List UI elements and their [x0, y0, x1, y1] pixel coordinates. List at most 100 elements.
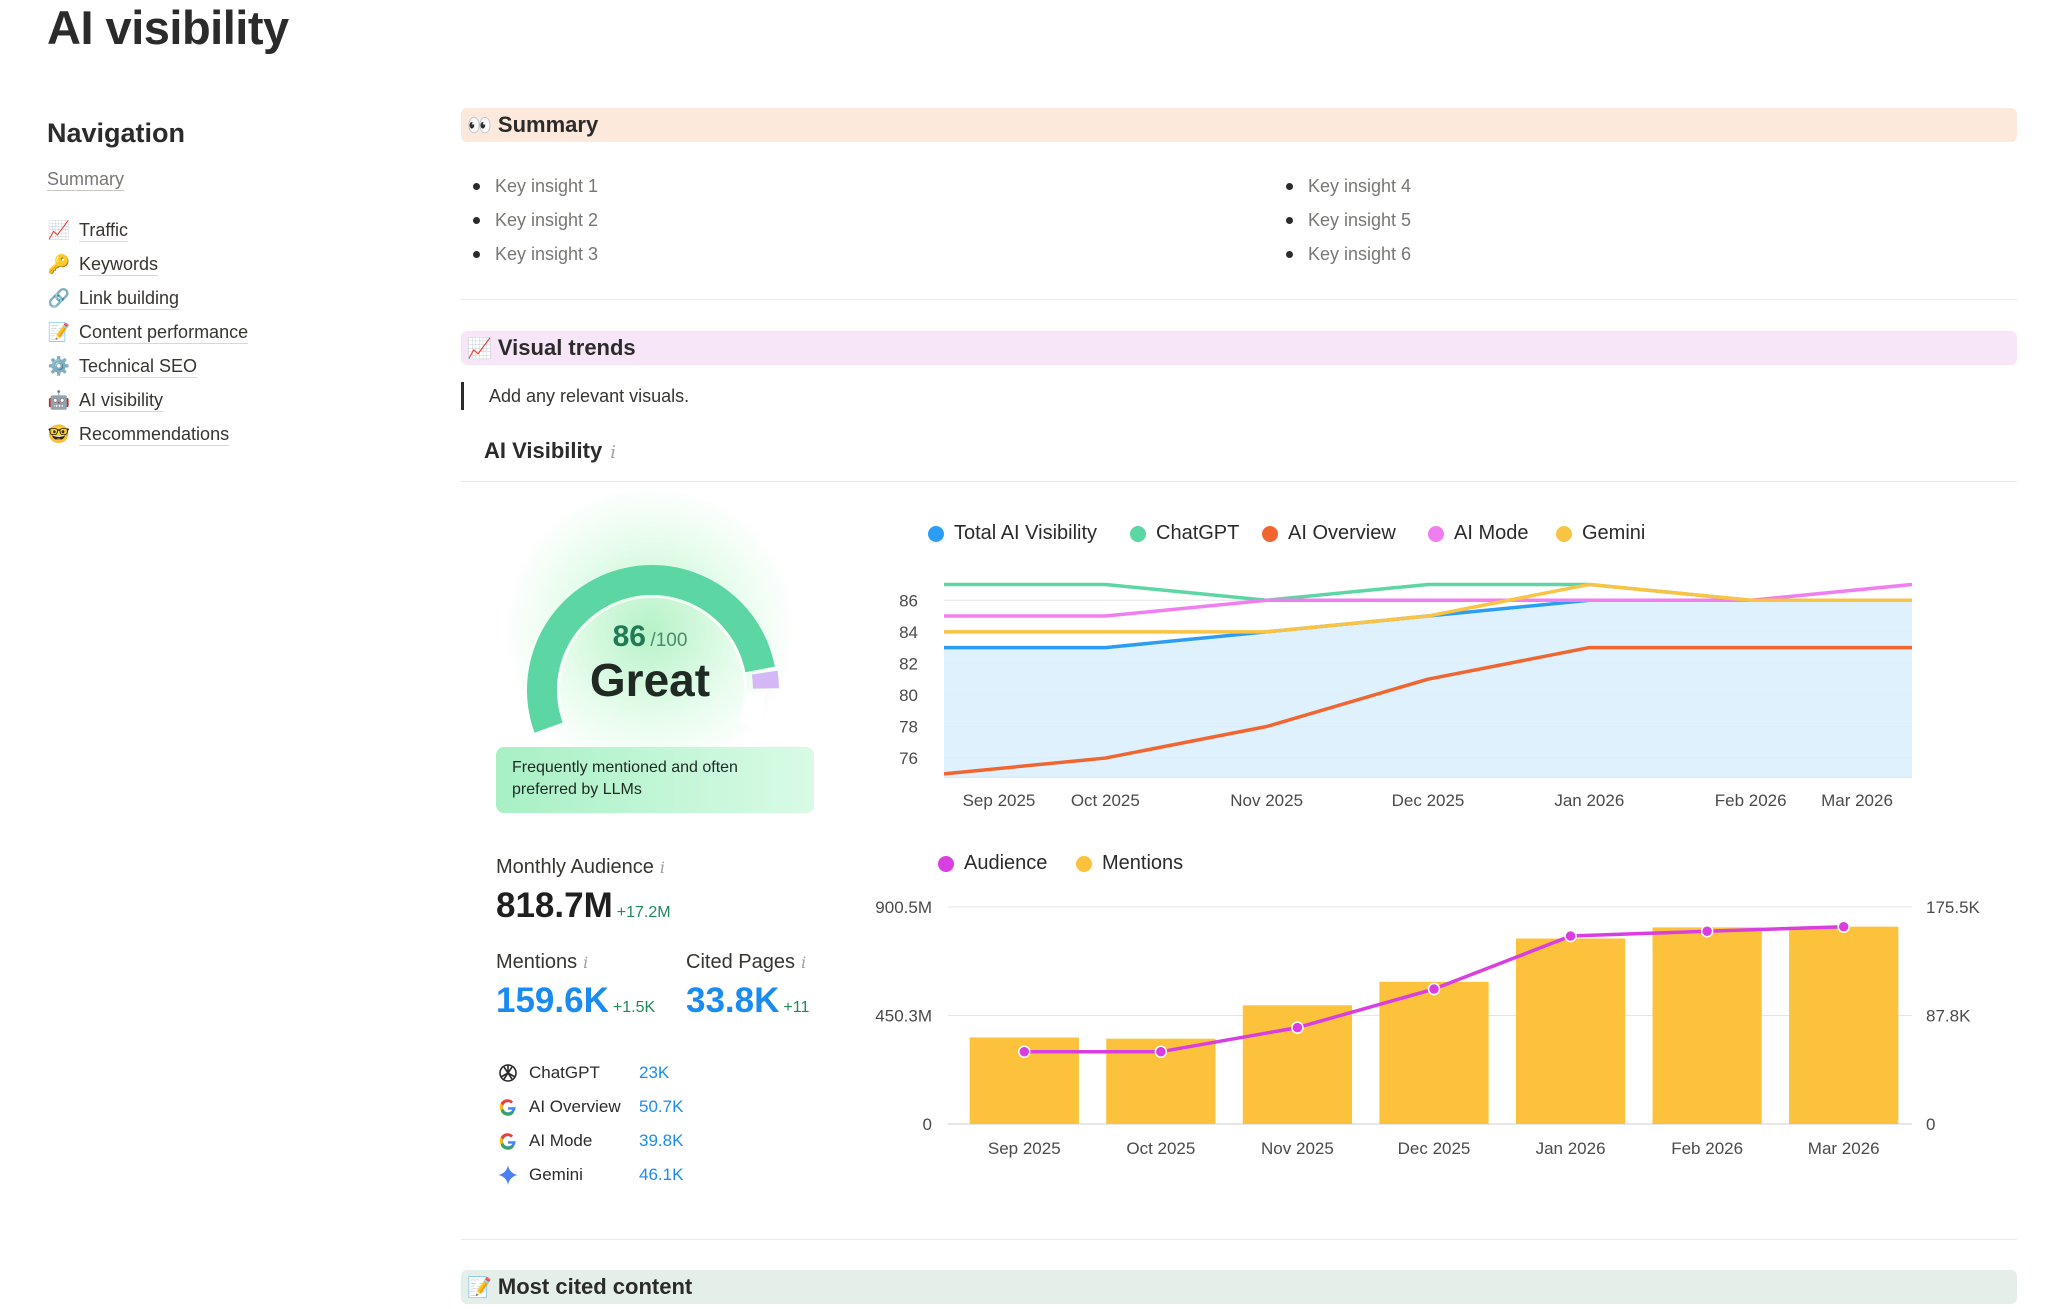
audience-point[interactable]: [1018, 1045, 1031, 1058]
mentions-value: 159.6K +1.5K: [496, 981, 655, 1021]
info-icon[interactable]: i: [583, 953, 589, 972]
score-value: 86: [612, 620, 646, 653]
page-title: AI visibility: [47, 1, 289, 54]
cited-pages-value: 33.8K +11: [686, 981, 809, 1021]
info-icon[interactable]: i: [659, 858, 666, 877]
nav-item-technical-seo[interactable]: ⚙️ Technical SEO: [47, 349, 377, 383]
audience-line[interactable]: [1024, 924, 1844, 1054]
nav-item-label: Technical SEO: [79, 355, 198, 378]
y-tick-label: 82: [899, 654, 918, 673]
legend-item-gemini[interactable]: Gemini: [1556, 522, 1645, 545]
legend-item-ai-overview[interactable]: AI Overview: [1262, 522, 1396, 545]
mentions-bar[interactable]: [1652, 927, 1762, 1124]
x-tick-label: Mar 2026: [1821, 791, 1893, 810]
monthly-audience-label-text: Monthly Audience: [496, 856, 654, 878]
cited-pages-number: 33.8K: [686, 981, 780, 1020]
nav-link-summary[interactable]: Summary: [47, 169, 125, 191]
mentions-bar[interactable]: [969, 1037, 1079, 1124]
legend-item-total[interactable]: Total AI Visibility: [928, 522, 1097, 545]
y-tick-label: 78: [899, 718, 918, 737]
series-line-total[interactable]: [944, 598, 1912, 650]
legend-swatch: [1556, 525, 1572, 542]
trends-note-quote: Add any relevant visuals.: [461, 382, 689, 410]
mentions-bar[interactable]: [1242, 1005, 1353, 1124]
legend-label: Mentions: [1102, 852, 1184, 874]
y-tick-label: 76: [899, 749, 918, 768]
left-axis-tick-label: 900.5M: [875, 898, 932, 917]
mentions-label: Mentions i: [496, 951, 588, 974]
monthly-audience-delta: +17.2M: [616, 904, 671, 921]
ai-visibility-widget-title: AI Visibility i: [484, 438, 616, 464]
gauge-arc: [527, 565, 779, 733]
widget-title-text: AI Visibility: [484, 438, 603, 463]
x-tick-label: Nov 2025: [1261, 1139, 1334, 1158]
series-line-gemini[interactable]: [944, 582, 1912, 634]
eyes-icon: 👀: [467, 114, 492, 137]
memo-icon: 📝: [47, 321, 71, 342]
list-item: Key insight 3: [461, 240, 598, 274]
engine-value: 39.8K: [639, 1131, 684, 1150]
x-tick-label: Sep 2025: [988, 1139, 1061, 1158]
right-axis-tick-label: 87.8K: [1926, 1007, 1971, 1026]
monthly-audience-label: Monthly Audience i: [496, 856, 665, 879]
info-icon[interactable]: i: [610, 442, 616, 463]
engine-row-ai-mode[interactable]: AI Mode 39.8K: [496, 1124, 683, 1158]
audience-point[interactable]: [1837, 920, 1850, 933]
visibility-score-gauge: 86 /100 Great Frequently mentioned and o…: [490, 490, 830, 813]
audience-point[interactable]: [1154, 1045, 1168, 1058]
legend-swatch: [1428, 525, 1444, 542]
chatgpt-icon: [496, 1061, 520, 1085]
link-icon: 🔗: [47, 287, 71, 308]
legend-item-ai-mode[interactable]: AI Mode: [1428, 522, 1528, 545]
legend-swatch: [938, 855, 954, 872]
summary-section-title: Summary: [497, 112, 599, 137]
x-tick-label: Oct 2025: [1071, 791, 1140, 810]
memo-icon: 📝: [467, 1276, 492, 1299]
key-icon: 🔑: [47, 253, 71, 274]
divider: [461, 481, 2017, 482]
mentions-bar[interactable]: [1379, 981, 1489, 1124]
y-tick-label: 80: [899, 686, 918, 705]
audience-point[interactable]: [1564, 929, 1577, 943]
legend-item-chatgpt[interactable]: ChatGPT: [1130, 522, 1239, 545]
series-line-ai-overview[interactable]: [943, 645, 1912, 776]
monthly-audience-number: 818.7M: [496, 886, 613, 925]
engine-row-chatgpt[interactable]: ChatGPT 23K: [496, 1056, 683, 1090]
engine-row-ai-overview[interactable]: AI Overview 50.7K: [496, 1090, 683, 1124]
legend-item-audience[interactable]: Audience: [938, 852, 1047, 875]
legend-label: ChatGPT: [1156, 522, 1240, 544]
audience-point[interactable]: [1291, 1021, 1304, 1034]
engine-row-gemini[interactable]: Gemini 46.1K: [496, 1158, 683, 1192]
insights-list-left: Key insight 1 Key insight 2 Key insight …: [461, 172, 598, 274]
x-tick-label: Feb 2026: [1671, 1139, 1743, 1158]
audience-point[interactable]: [1427, 982, 1441, 996]
nav-item-ai-visibility[interactable]: 🤖 AI visibility: [47, 383, 377, 417]
nerd-face-icon: 🤓: [47, 423, 71, 444]
x-tick-label: Dec 2025: [1392, 791, 1465, 810]
score-grade: Great: [589, 654, 711, 706]
nav-item-link-building[interactable]: 🔗 Link building: [47, 281, 377, 315]
legend-item-mentions[interactable]: Mentions: [1076, 852, 1183, 875]
mentions-bar[interactable]: [1789, 926, 1899, 1124]
audience-point[interactable]: [1700, 924, 1714, 938]
nav-item-keywords[interactable]: 🔑 Keywords: [47, 247, 377, 281]
cited-pages-delta: +11: [783, 999, 810, 1016]
gauge-marker: [751, 670, 779, 689]
gauge-filled-arc: [527, 565, 775, 733]
nav-item-content-performance[interactable]: 📝 Content performance: [47, 315, 377, 349]
nav-item-traffic[interactable]: 📈 Traffic: [47, 213, 377, 247]
series-line-chatgpt[interactable]: [944, 582, 1912, 602]
chart-increasing-icon: 📈: [47, 219, 71, 240]
info-icon[interactable]: i: [800, 953, 807, 972]
gauge-remaining-arc: [741, 691, 765, 729]
nav-item-recommendations[interactable]: 🤓 Recommendations: [47, 417, 377, 451]
robot-icon: 🤖: [47, 389, 71, 410]
mentions-bar[interactable]: [1515, 938, 1626, 1124]
legend-swatch: [928, 525, 944, 542]
legend-label: Total AI Visibility: [954, 522, 1098, 544]
series-line-ai-mode[interactable]: [944, 582, 1913, 618]
list-item: Key insight 1: [461, 172, 598, 206]
mentions-bar[interactable]: [1106, 1038, 1216, 1124]
nav-item-label: Content performance: [79, 321, 249, 344]
x-tick-label: Jan 2026: [1554, 791, 1624, 810]
